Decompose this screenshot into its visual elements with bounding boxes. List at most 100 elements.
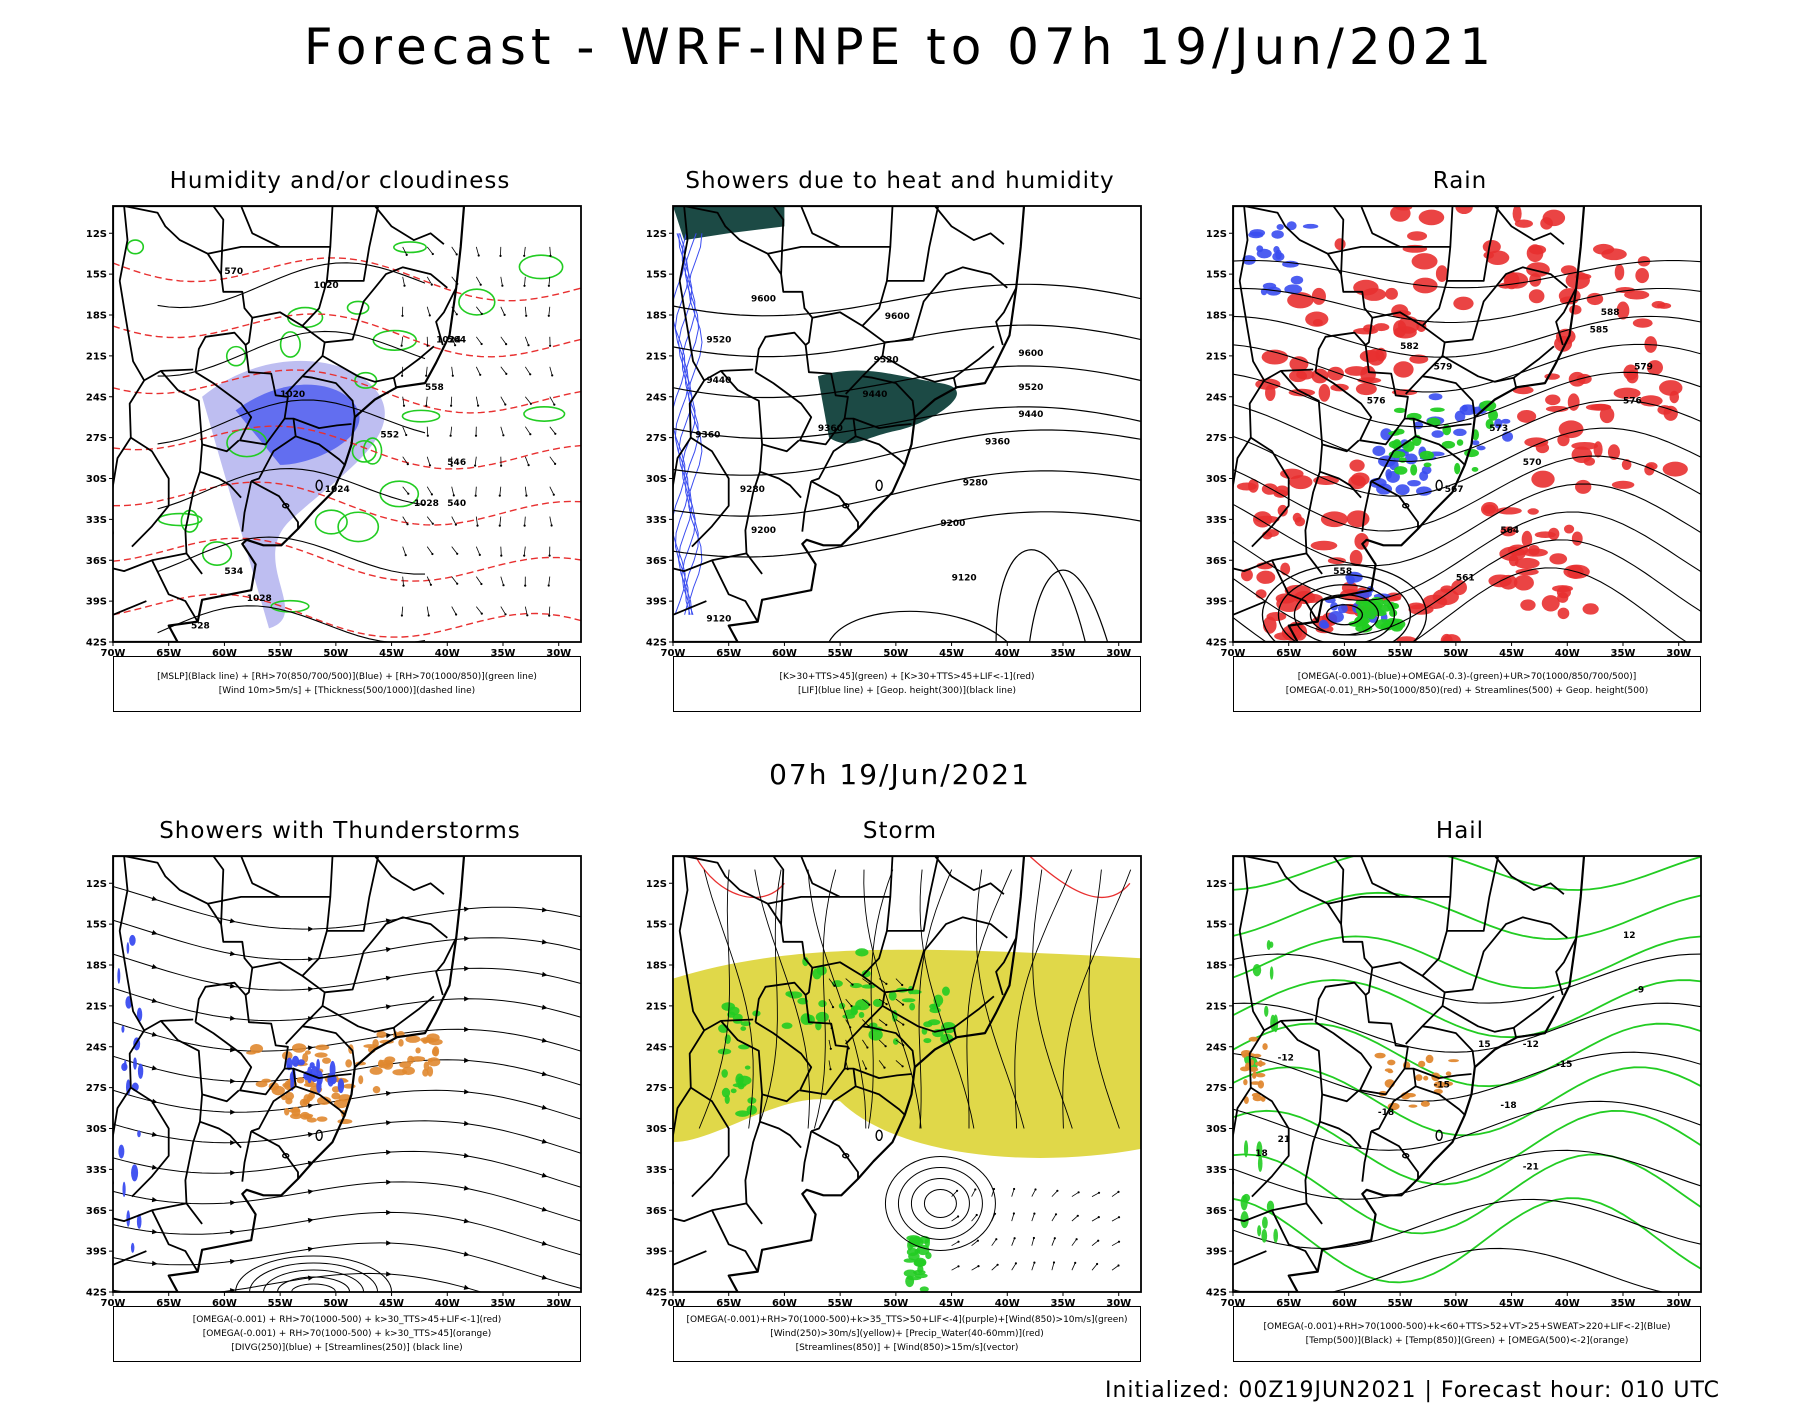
lat-label: 18S	[86, 311, 107, 322]
wind-vector-head	[977, 1265, 979, 1267]
rain-green-area	[1394, 408, 1406, 413]
wind-vector-head	[479, 374, 481, 376]
lat-label: 30S	[646, 1124, 667, 1135]
caption-line-1: [OMEGA(-0.001) + RH>70(1000-500) + k>30_…	[193, 1313, 502, 1327]
lat-label: 18S	[86, 961, 107, 972]
lat-label: 15S	[1206, 270, 1227, 281]
rain-red-area	[1289, 475, 1312, 489]
wind850-green-area	[909, 1003, 915, 1011]
omega-orange-area	[1418, 1061, 1425, 1068]
wind-vector-head	[432, 523, 434, 525]
lat-label: 33S	[86, 1165, 107, 1176]
lat-label: 15S	[86, 270, 107, 281]
rain-red-area	[1256, 571, 1275, 584]
rain-red-area	[1393, 361, 1413, 377]
wind-vector-head	[1055, 1213, 1057, 1215]
contour-label: 573	[1489, 424, 1508, 434]
wind850-green-area	[914, 1259, 927, 1267]
rain-red-area	[1278, 505, 1288, 517]
panel-title: Showers due to heat and humidity	[640, 168, 1160, 194]
rain-red-area	[1558, 608, 1570, 620]
contour-label: 9440	[1018, 410, 1043, 420]
rain-blue-area	[1453, 429, 1467, 436]
wind-vector	[501, 547, 502, 556]
divergence-blue-area	[316, 1059, 320, 1072]
wind-vector-head	[526, 614, 528, 616]
divergence-blue-area	[138, 1064, 143, 1079]
wind-vector-head	[427, 435, 429, 437]
wind-vector-head	[401, 315, 403, 317]
contour-label: 9440	[862, 390, 887, 400]
omega-orange-area	[1415, 1074, 1422, 1081]
wind850-green-area	[923, 1038, 931, 1043]
rain-blue-area	[1431, 430, 1443, 438]
rain-blue-area	[1429, 393, 1443, 400]
wind-vector-head	[499, 525, 501, 527]
rain-red-area	[1639, 395, 1662, 406]
thunderstorm-orange-area	[322, 1057, 331, 1063]
wind850-green-area	[902, 998, 916, 1002]
lat-label: 39S	[646, 597, 667, 608]
wind-vector-head	[523, 555, 525, 557]
valid-time-title: 07h 19/Jun/2021	[0, 758, 1800, 791]
contour-label: 576	[1367, 397, 1386, 407]
contour-label: -12	[1278, 1053, 1294, 1063]
rain-green-area	[1410, 464, 1417, 475]
thunderstorm-orange-area	[399, 1061, 411, 1068]
rain-red-area	[1327, 367, 1344, 381]
wind-vector-head	[553, 494, 555, 496]
wind-vector-head	[525, 315, 527, 317]
contour-label: 552	[380, 431, 399, 441]
lat-label: 27S	[646, 1083, 667, 1094]
lat-label: 39S	[86, 1247, 107, 1258]
wind-vector-head	[957, 1265, 959, 1267]
wind-vector-head	[406, 523, 408, 525]
wind850-green-area	[816, 1012, 829, 1022]
rain-red-area	[1568, 393, 1580, 411]
wind-vector-head	[407, 463, 409, 465]
initialization-footer: Initialized: 00Z19JUN2021 | Forecast hou…	[1105, 1378, 1720, 1403]
contour-label: 1028	[414, 499, 439, 509]
wind-vector-head	[453, 494, 455, 496]
contour-label: 576	[1623, 397, 1642, 407]
rain-red-area	[1407, 231, 1427, 241]
lat-label: 12S	[1206, 229, 1227, 240]
wind-vector-head	[1117, 1191, 1119, 1193]
wind850-green-area	[721, 1002, 735, 1011]
rain-red-area	[1575, 480, 1591, 494]
wind-vector-head	[405, 554, 407, 556]
contour-label: 579	[1434, 363, 1453, 373]
wind-vector-head	[499, 495, 501, 497]
thunderstorm-orange-area	[315, 1052, 328, 1057]
rain-red-area	[1529, 289, 1545, 303]
wind-vector-head	[456, 313, 458, 315]
rain-red-area	[1393, 320, 1407, 337]
wind-vector-head	[480, 284, 482, 286]
divergence-blue-area	[121, 1063, 127, 1071]
wind850-green-area	[721, 1069, 727, 1078]
rain-red-area	[1514, 575, 1534, 591]
contour-label: 564	[1500, 526, 1519, 536]
temp850-dense	[1244, 1140, 1248, 1157]
wind850-green-area	[731, 1088, 737, 1093]
thunderstorm-orange-area	[345, 1059, 352, 1067]
panel-title: Showers with Thunderstorms	[80, 818, 600, 844]
contour-label: 9200	[751, 526, 776, 536]
rain-red-area	[1523, 548, 1548, 556]
lat-label: 24S	[86, 392, 107, 403]
rain-red-area	[1280, 563, 1290, 576]
rain-red-area	[1345, 366, 1368, 376]
rain-red-area	[1572, 531, 1583, 545]
rain-green-area	[1424, 463, 1432, 468]
lat-label: 18S	[1206, 961, 1227, 972]
wind-vector-head	[976, 1214, 978, 1216]
rain-red-area	[1363, 324, 1375, 332]
wind-vector-head	[478, 254, 480, 256]
lat-label: 33S	[1206, 515, 1227, 526]
map-svg: -9-12-12-15-15-18-18-211215182112S15S18S…	[1200, 846, 1720, 1316]
wind-vector-head	[977, 1240, 979, 1242]
contour-label: 9520	[706, 335, 731, 345]
thunderstorm-orange-area	[370, 1067, 383, 1075]
